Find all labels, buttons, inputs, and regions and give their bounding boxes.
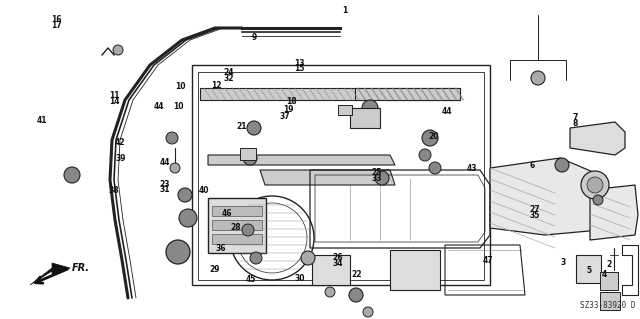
Circle shape (349, 288, 363, 302)
Text: 10: 10 (175, 82, 186, 91)
Circle shape (362, 100, 378, 116)
Circle shape (242, 224, 254, 236)
Circle shape (593, 195, 603, 205)
Text: 2: 2 (607, 260, 612, 269)
Text: 25: 25 (371, 168, 381, 177)
Circle shape (166, 240, 190, 264)
Circle shape (64, 167, 80, 183)
Text: 8: 8 (572, 119, 577, 128)
Text: 11: 11 (109, 91, 119, 100)
Text: 33: 33 (371, 174, 381, 183)
Text: 16: 16 (51, 15, 61, 24)
Polygon shape (30, 263, 70, 285)
Text: 41: 41 (36, 116, 47, 125)
Text: 45: 45 (246, 275, 256, 284)
Text: SZ33-83920 D: SZ33-83920 D (580, 301, 636, 310)
Text: 30: 30 (294, 274, 305, 283)
Bar (390, 250, 440, 290)
Text: 36: 36 (216, 244, 226, 253)
Text: 32: 32 (224, 74, 234, 83)
Circle shape (166, 132, 178, 144)
Circle shape (422, 130, 438, 146)
Circle shape (179, 209, 197, 227)
Bar (355, 88, 460, 100)
Bar (240, 148, 256, 160)
Polygon shape (570, 122, 625, 155)
Circle shape (581, 171, 609, 199)
Circle shape (178, 188, 192, 202)
Circle shape (301, 251, 315, 265)
Bar (212, 220, 262, 230)
Circle shape (587, 177, 603, 193)
Bar (338, 105, 352, 115)
Bar (600, 272, 618, 290)
Bar (212, 206, 262, 216)
Text: 17: 17 (51, 21, 61, 30)
Text: 21: 21 (237, 122, 247, 131)
Text: 19: 19 (283, 105, 293, 114)
Circle shape (555, 158, 569, 172)
Bar (312, 255, 350, 285)
Text: 34: 34 (333, 259, 343, 268)
Polygon shape (260, 170, 395, 185)
Text: 1: 1 (342, 6, 347, 15)
Circle shape (113, 45, 123, 55)
Text: 40: 40 (198, 186, 209, 195)
Text: 39: 39 (115, 154, 125, 163)
Text: 13: 13 (294, 59, 305, 68)
Circle shape (363, 307, 373, 317)
Text: 42: 42 (115, 138, 125, 147)
Text: 5: 5 (586, 266, 591, 275)
Text: 46: 46 (222, 209, 232, 218)
Text: 24: 24 (224, 68, 234, 77)
Text: 29: 29 (209, 265, 220, 274)
Bar (208, 198, 266, 253)
Polygon shape (208, 155, 395, 165)
Text: 44: 44 (442, 107, 452, 115)
Bar (200, 88, 460, 100)
Bar (350, 108, 380, 128)
Text: 7: 7 (572, 113, 577, 122)
Text: 6: 6 (530, 161, 535, 170)
Polygon shape (490, 158, 600, 235)
Text: 15: 15 (294, 64, 305, 73)
Circle shape (243, 151, 257, 165)
Circle shape (325, 287, 335, 297)
Circle shape (247, 121, 261, 135)
Text: 37: 37 (280, 112, 290, 121)
Text: 18: 18 (286, 97, 296, 106)
Text: 44: 44 (160, 158, 170, 167)
Bar (600, 292, 620, 310)
Text: 12: 12 (211, 81, 221, 90)
Text: 31: 31 (160, 185, 170, 194)
Text: 47: 47 (483, 256, 493, 265)
Circle shape (170, 163, 180, 173)
Text: 22: 22 (352, 271, 362, 279)
Circle shape (375, 171, 389, 185)
Text: 27: 27 (529, 205, 540, 214)
Circle shape (531, 71, 545, 85)
Circle shape (429, 162, 441, 174)
Text: 10: 10 (173, 102, 183, 111)
Text: 26: 26 (333, 253, 343, 262)
Bar (212, 234, 262, 244)
Text: 44: 44 (154, 102, 164, 111)
Bar (576, 255, 601, 283)
Circle shape (250, 252, 262, 264)
Polygon shape (590, 185, 638, 240)
Text: 3: 3 (561, 258, 566, 267)
Text: 4: 4 (602, 271, 607, 279)
Text: 9: 9 (252, 33, 257, 42)
Text: 43: 43 (467, 164, 477, 173)
Text: FR.: FR. (72, 263, 90, 273)
Text: 14: 14 (109, 97, 119, 106)
Text: 35: 35 (529, 211, 540, 220)
Text: 20: 20 (429, 132, 439, 141)
Text: 28: 28 (230, 223, 241, 232)
Circle shape (419, 149, 431, 161)
Text: 23: 23 (160, 180, 170, 189)
Text: 38: 38 (109, 186, 119, 195)
